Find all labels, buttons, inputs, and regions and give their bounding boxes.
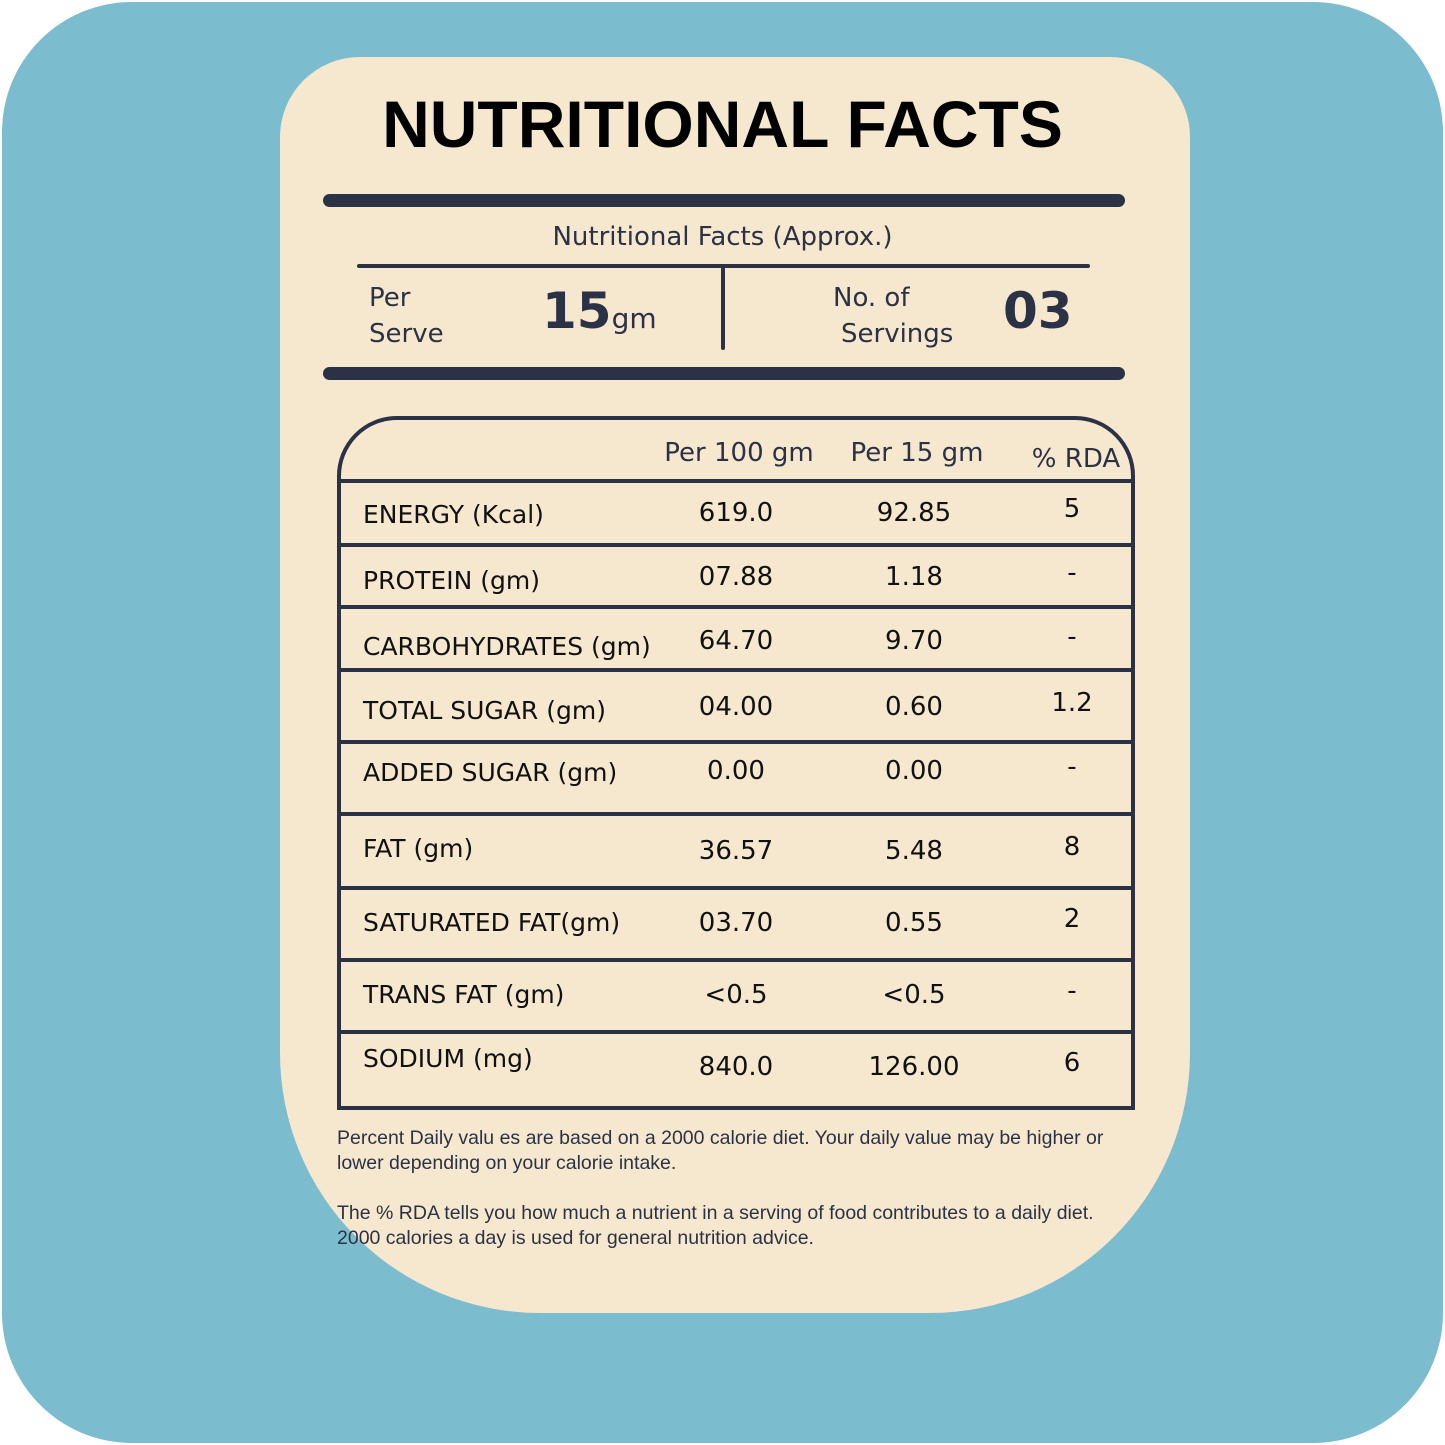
divider-top (323, 194, 1125, 207)
nutrient-name: SATURATED FAT(gm) (363, 908, 621, 937)
row-divider (341, 479, 1131, 483)
row-divider (341, 812, 1131, 816)
row-divider (341, 543, 1131, 547)
value-rda: 5 (1063, 494, 1081, 524)
value-per-15: 0.60 (885, 692, 943, 722)
row-divider (341, 740, 1131, 744)
value-rda: - (1067, 622, 1077, 652)
value-per-15: 92.85 (876, 498, 952, 528)
value-per-15: 9.70 (885, 626, 943, 656)
nutrient-name: TOTAL SUGAR (gm) (363, 696, 606, 725)
servings-label: No. of Servings (833, 280, 953, 352)
value-per-100: 840.0 (698, 1052, 774, 1082)
servings-label-line1: No. of (833, 283, 910, 313)
value-per-100: 04.00 (698, 692, 774, 722)
value-rda: 8 (1063, 832, 1081, 862)
serve-label-line1: Per (369, 283, 411, 313)
nutrient-name: CARBOHYDRATES (gm) (363, 632, 651, 661)
value-per-15: 1.18 (885, 562, 943, 592)
value-rda: 6 (1063, 1048, 1081, 1078)
value-per-15: 126.00 (868, 1052, 960, 1082)
row-divider (341, 668, 1131, 672)
divider-bottom (323, 367, 1125, 380)
nutrient-name: PROTEIN (gm) (363, 566, 540, 595)
value-rda: - (1067, 752, 1077, 782)
value-per-100: <0.5 (704, 980, 768, 1010)
serve-value: 15 (542, 282, 612, 340)
note-daily-values: Percent Daily valu es are based on a 200… (337, 1127, 1104, 1174)
row-divider (341, 958, 1131, 962)
nutrient-name: SODIUM (mg) (363, 1044, 533, 1073)
value-per-100: 0.00 (707, 756, 765, 786)
nutrient-name: FAT (gm) (363, 834, 474, 863)
servings-label-line2: Servings (841, 319, 954, 349)
value-rda: - (1067, 976, 1077, 1006)
nutrient-name: ENERGY (Kcal) (363, 500, 544, 529)
value-per-100: 619.0 (698, 498, 774, 528)
page-title: NUTRITIONAL FACTS (382, 87, 1063, 161)
nutrient-name: TRANS FAT (gm) (363, 980, 565, 1009)
nutrition-table: Per 100 gm Per 15 gm % RDA ENERGY (Kcal)… (337, 416, 1135, 1110)
serve-label-line2: Serve (369, 319, 444, 349)
serve-label: Per Serve (369, 280, 444, 352)
serve-unit: gm (611, 302, 657, 335)
value-per-100: 03.70 (698, 908, 774, 938)
serve-size: 15gm (542, 282, 657, 340)
servings-value: 03 (1003, 282, 1073, 340)
header-per-100: Per 100 gm (664, 438, 814, 468)
header-per-15: Per 15 gm (850, 438, 984, 468)
header-rda: % RDA (1031, 444, 1121, 474)
value-rda: - (1067, 558, 1077, 588)
value-rda: 1.2 (1051, 688, 1093, 718)
subtitle: Nutritional Facts (Approx.) (552, 222, 893, 252)
row-divider (341, 886, 1131, 890)
note-rda: The % RDA tells you how much a nutrient … (337, 1202, 1094, 1249)
row-divider (341, 605, 1131, 609)
value-per-15: 5.48 (885, 836, 943, 866)
row-divider (341, 1030, 1131, 1034)
value-per-15: 0.00 (885, 756, 943, 786)
divider-vertical (721, 267, 725, 350)
value-per-15: 0.55 (885, 908, 943, 938)
value-per-100: 64.70 (698, 626, 774, 656)
value-rda: 2 (1063, 904, 1081, 934)
value-per-100: 36.57 (698, 836, 774, 866)
nutrient-name: ADDED SUGAR (gm) (363, 758, 618, 787)
divider-thin (357, 264, 1090, 268)
value-per-100: 07.88 (698, 562, 774, 592)
value-per-15: <0.5 (882, 980, 946, 1010)
